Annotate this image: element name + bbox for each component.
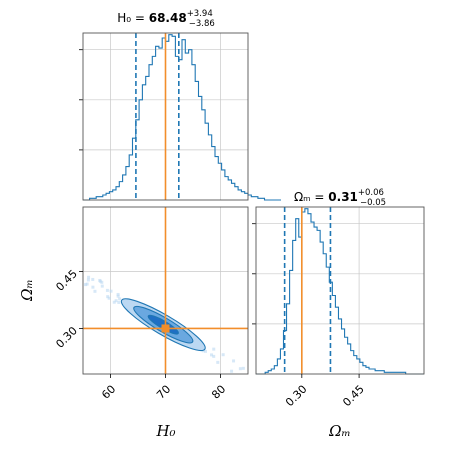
h0-title-minus: −3.86 bbox=[189, 19, 215, 29]
om-y-tick-label: 0.45 bbox=[53, 267, 80, 294]
sample-point bbox=[117, 300, 121, 304]
h0-x-tick-label: 70 bbox=[154, 383, 173, 402]
h0-title-plus: +3.94 bbox=[187, 9, 213, 19]
sample-point bbox=[98, 278, 102, 282]
h0-panel-title: H₀ = 68.48+3.94 −3.86 bbox=[117, 9, 215, 29]
omega-m-panel-title: Ωₘ = 0.31+0.06 −0.05 bbox=[294, 188, 386, 208]
sample-point bbox=[212, 347, 216, 351]
sample-point bbox=[85, 282, 89, 286]
h0-marginal-panel: H₀ = 68.48+3.94 −3.86 bbox=[79, 9, 281, 201]
sample-point bbox=[105, 288, 109, 292]
sample-point bbox=[84, 283, 88, 287]
sample-point bbox=[210, 353, 214, 357]
sample-point bbox=[93, 289, 97, 293]
truth-marker bbox=[161, 324, 170, 333]
sample-point bbox=[106, 295, 110, 299]
h0-title-value: 68.48 bbox=[149, 11, 187, 25]
om-title-plus: +0.06 bbox=[358, 188, 384, 198]
joint-panel: H₀ Ωₘ 60 70 80 0.30 0.45 bbox=[18, 206, 249, 440]
om-x-tick-label: 0.45 bbox=[340, 383, 367, 410]
sample-point bbox=[100, 284, 104, 288]
h0-title-param: H₀ bbox=[117, 11, 131, 25]
h0-x-tick-label: 80 bbox=[209, 383, 228, 402]
om-title-value: 0.31 bbox=[328, 190, 358, 204]
om-title-param: Ωₘ bbox=[294, 190, 311, 204]
h0-x-tick-label: 60 bbox=[99, 383, 118, 402]
hist-frame bbox=[82, 32, 249, 201]
sample-point bbox=[230, 369, 234, 373]
x-axis-label-h0: H₀ bbox=[155, 422, 175, 440]
om-y-tick-label: 0.30 bbox=[53, 324, 80, 351]
sample-point bbox=[107, 296, 111, 300]
sample-point bbox=[221, 353, 225, 357]
sample-point bbox=[241, 366, 245, 370]
sample-point bbox=[232, 359, 236, 363]
om-x-tick-label: 0.30 bbox=[283, 383, 310, 410]
sample-point bbox=[238, 367, 242, 371]
omega-m-marginal-panel: Ωₘ = 0.31+0.06 −0.05 Ωₘ 0.30 0.45 bbox=[252, 188, 425, 440]
hist-frame bbox=[255, 206, 425, 375]
sample-point bbox=[112, 300, 116, 304]
sample-point bbox=[116, 294, 120, 298]
y-axis-label-omega-m: Ωₘ bbox=[18, 279, 36, 302]
sample-point bbox=[86, 278, 90, 282]
sample-point bbox=[212, 354, 216, 358]
sample-point bbox=[203, 349, 207, 353]
sample-point bbox=[118, 297, 122, 301]
sample-point bbox=[109, 289, 113, 293]
sample-point bbox=[216, 360, 220, 364]
histogram-step-line bbox=[83, 34, 281, 201]
sample-point bbox=[91, 277, 95, 281]
histogram-step-line bbox=[256, 208, 424, 375]
sample-point bbox=[116, 292, 120, 296]
sample-point bbox=[114, 299, 118, 303]
sample-point bbox=[87, 275, 91, 279]
om-title-minus: −0.05 bbox=[360, 198, 386, 208]
sample-point bbox=[91, 285, 95, 289]
x-axis-label-omega-m: Ωₘ bbox=[328, 422, 351, 440]
